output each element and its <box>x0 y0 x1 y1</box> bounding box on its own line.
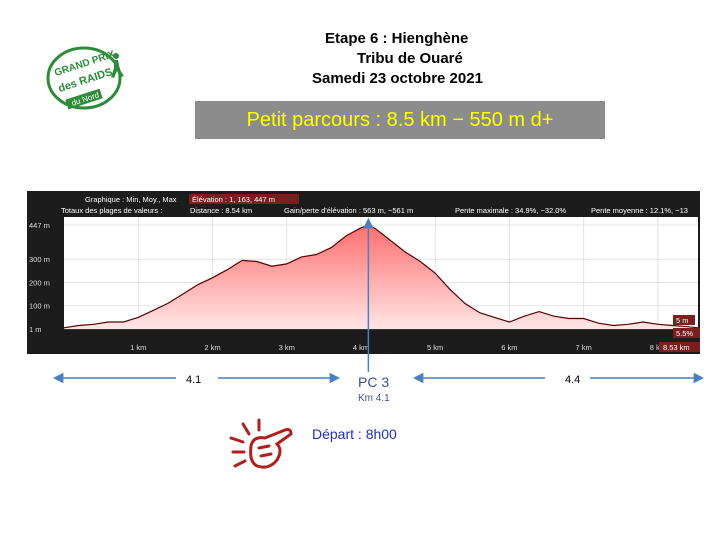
location-title: Tribu de Ouaré <box>357 50 463 67</box>
elevation-line <box>63 224 699 329</box>
runner-icon <box>111 53 124 78</box>
y-tick-label: 100 m <box>29 302 50 311</box>
x-tick-label: 2 km <box>204 343 220 352</box>
start-time-label: Départ : 8h00 <box>312 426 397 442</box>
segment-left-distance: 4.1 <box>186 374 202 386</box>
end-elevation-label: 5 m <box>676 316 689 325</box>
start-hand-icon <box>229 418 293 469</box>
y-tick-label: 1 m <box>29 325 42 334</box>
mean-slope-label: Pente moyenne : 12.1%, −13 <box>591 206 688 215</box>
gain-loss-label: Gain/perte d'élévation : 563 m, −561 m <box>284 206 413 215</box>
end-elevation-badge <box>673 315 695 325</box>
end-distance-badge <box>659 342 700 352</box>
pc3-label: PC 3 <box>358 374 390 390</box>
grand-prix-des-raids-logo: GRAND PRIX des RAIDS du Nord <box>46 46 124 110</box>
course-banner: Petit parcours : 8.5 km − 550 m d+ <box>195 101 605 139</box>
pc3-km-label: Km 4.1 <box>358 393 390 404</box>
graph-mode-label: Graphique : Min, Moy., Max <box>85 195 177 204</box>
y-tick-label: 200 m <box>29 278 50 287</box>
elevation-area <box>64 225 698 329</box>
x-tick-label: 6 km <box>501 343 517 352</box>
distance-label: Distance : 8.54 km <box>190 206 252 215</box>
x-tick-label: 3 km <box>279 343 295 352</box>
y-tick-label: 300 m <box>29 255 50 264</box>
elevation-profile-chart: 447 m 300 m 200 m 100 m 1 m 1 km 2 km 3 km 4 km… <box>27 191 700 354</box>
x-tick-label: 4 km <box>353 343 369 352</box>
date-title: Samedi 23 octobre 2021 <box>312 70 483 87</box>
x-tick-label: 1 km <box>130 343 146 352</box>
max-slope-label: Pente maximale : 34.9%, −32.0% <box>455 206 566 215</box>
elevation-range-label: Élévation : 1, 163, 447 m <box>192 195 275 204</box>
end-slope-label: 5.5% <box>676 329 693 338</box>
y-tick-label: 447 m <box>29 221 50 230</box>
totals-label: Totaux des plages de valeurs : <box>61 206 162 215</box>
x-tick-label: 8 km <box>650 343 666 352</box>
segment-right-distance: 4.4 <box>565 374 581 386</box>
elevation-badge-bg <box>189 194 299 204</box>
end-distance-label: 8.53 km <box>663 343 690 352</box>
x-tick-label: 7 km <box>576 343 592 352</box>
end-slope-badge <box>673 328 700 338</box>
stage-title: Etape 6 : Hienghène <box>325 30 469 47</box>
x-tick-label: 5 km <box>427 343 443 352</box>
